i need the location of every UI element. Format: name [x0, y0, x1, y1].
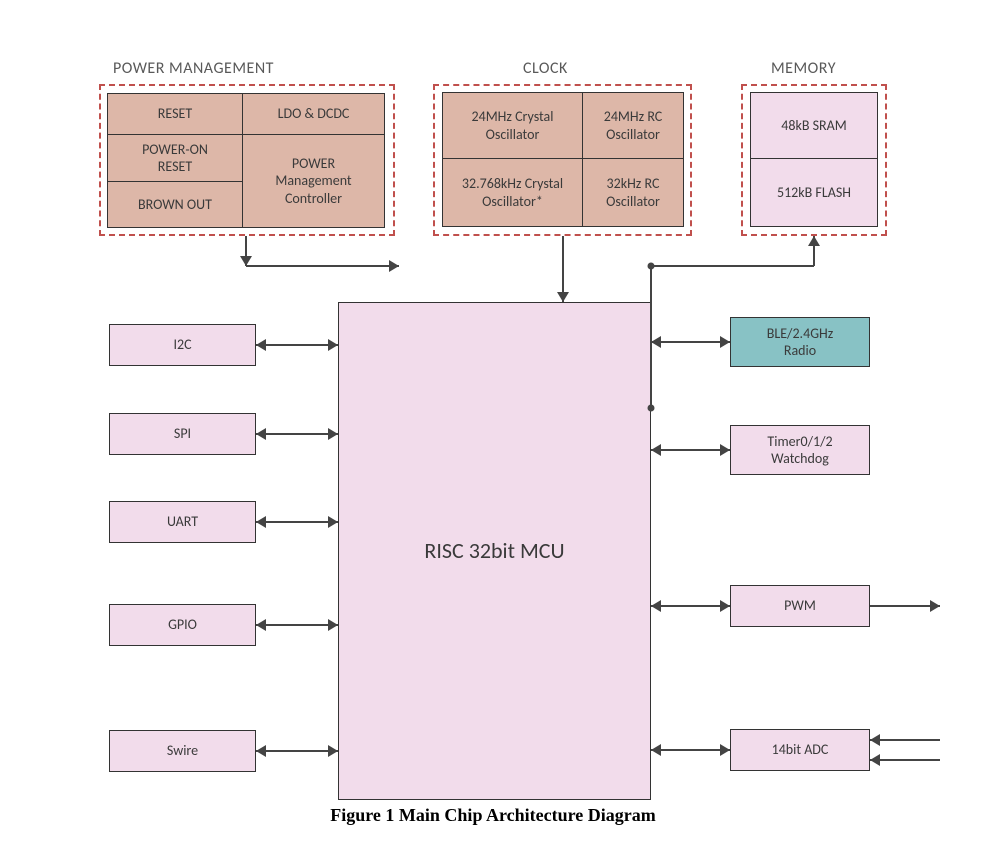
arrows-layer [0, 0, 986, 857]
architecture-diagram: POWER MANAGEMENTCLOCKMEMORYRESETPOWER-ON… [0, 0, 986, 857]
